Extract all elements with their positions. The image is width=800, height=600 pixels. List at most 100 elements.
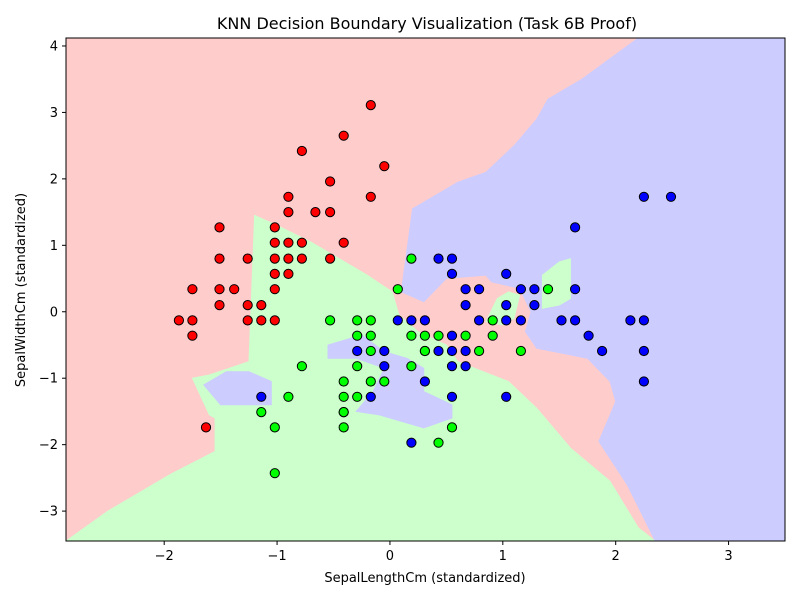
red-point-27 <box>269 284 280 295</box>
y-axis-label: SepalWidthCm (standardized) <box>14 193 29 387</box>
red-point-31 <box>173 315 184 326</box>
green-point-4 <box>365 315 376 326</box>
red-point-28 <box>214 300 225 311</box>
blue-point-4 <box>446 253 458 264</box>
green-point-33 <box>446 422 458 433</box>
green-point-2 <box>325 315 336 326</box>
x-tick-label: 2 <box>612 549 620 564</box>
x-tick-label: −2 <box>155 549 174 564</box>
y-tick-label: −3 <box>39 505 58 520</box>
green-point-23 <box>365 376 376 387</box>
red-point-10 <box>269 222 280 233</box>
green-point-14 <box>365 345 376 357</box>
red-point-3 <box>296 145 307 157</box>
red-point-17 <box>242 253 253 264</box>
red-point-9 <box>325 207 336 218</box>
y-tick-label: 3 <box>50 106 58 121</box>
blue-point-16 <box>406 315 417 326</box>
y-tick-label: 1 <box>50 239 58 254</box>
blue-point-19 <box>501 315 512 326</box>
red-point-13 <box>283 237 294 248</box>
blue-point-18 <box>474 315 485 326</box>
green-point-21 <box>406 361 417 372</box>
blue-point-2 <box>570 222 581 233</box>
green-point-26 <box>352 391 363 402</box>
chart-title: KNN Decision Boundary Visualization (Tas… <box>217 14 637 33</box>
red-point-0 <box>365 100 376 111</box>
blue-point-23 <box>625 315 636 326</box>
blue-point-42 <box>501 391 512 402</box>
green-region-4 <box>541 258 571 309</box>
blue-point-10 <box>529 284 540 295</box>
red-point-11 <box>214 222 225 233</box>
green-region-0 <box>66 214 656 541</box>
red-point-18 <box>269 253 280 264</box>
x-axis-ticks: −2 −1 0 1 2 3 <box>155 541 733 564</box>
red-point-24 <box>187 284 198 295</box>
blue-point-26 <box>583 330 594 341</box>
blue-region-1 <box>400 38 785 541</box>
blue-point-41 <box>446 391 458 402</box>
blue-region-2 <box>327 334 453 429</box>
green-point-0 <box>406 253 417 264</box>
red-point-16 <box>214 253 225 264</box>
red-point-15 <box>338 237 349 248</box>
blue-point-17 <box>419 315 430 326</box>
blue-point-38 <box>638 376 650 387</box>
blue-point-21 <box>556 315 567 326</box>
blue-point-8 <box>474 284 485 295</box>
red-point-8 <box>310 207 321 218</box>
red-point-21 <box>325 253 336 264</box>
plot-area <box>66 38 785 541</box>
green-point-11 <box>406 330 417 341</box>
blue-point-28 <box>379 345 390 357</box>
red-point-19 <box>283 253 294 264</box>
blue-point-15 <box>392 315 403 326</box>
blue-point-20 <box>515 315 527 326</box>
blue-point-7 <box>460 284 471 295</box>
data-points <box>173 100 677 479</box>
green-point-10 <box>365 330 376 341</box>
red-point-20 <box>296 253 307 264</box>
blue-point-22 <box>570 315 581 326</box>
y-tick-label: 4 <box>50 39 58 54</box>
red-point-6 <box>283 191 294 202</box>
decision-regions <box>66 38 785 541</box>
red-point-25 <box>214 284 225 295</box>
blue-point-30 <box>446 345 458 357</box>
y-axis-ticks: −3 −2 −1 0 1 2 3 4 <box>39 39 66 520</box>
y-tick-label: 0 <box>50 305 58 320</box>
green-point-19 <box>296 361 307 372</box>
blue-point-9 <box>515 284 527 295</box>
green-point-3 <box>352 315 363 326</box>
blue-point-0 <box>638 191 650 202</box>
green-point-24 <box>379 376 390 387</box>
blue-point-5 <box>446 268 458 279</box>
blue-point-14 <box>529 300 540 311</box>
green-point-16 <box>419 345 430 357</box>
green-point-6 <box>433 330 444 341</box>
red-point-1 <box>338 130 349 141</box>
blue-point-35 <box>446 361 458 372</box>
blue-point-29 <box>433 345 444 357</box>
blue-point-1 <box>665 191 677 202</box>
x-tick-label: 0 <box>386 549 394 564</box>
red-point-26 <box>229 284 240 295</box>
green-point-25 <box>338 391 349 402</box>
green-point-7 <box>460 330 471 341</box>
blue-region-3 <box>203 371 272 406</box>
x-axis-label: SepalLengthCm (standardized) <box>324 571 525 586</box>
red-point-23 <box>283 268 294 279</box>
y-tick-label: −1 <box>39 372 58 387</box>
blue-point-31 <box>460 345 471 357</box>
red-point-36 <box>187 330 198 341</box>
red-point-29 <box>242 300 253 311</box>
blue-point-39 <box>256 391 267 402</box>
green-point-32 <box>338 422 349 433</box>
blue-point-27 <box>352 345 363 357</box>
x-tick-label: 1 <box>499 549 507 564</box>
green-point-12 <box>542 284 554 295</box>
green-point-20 <box>352 361 363 372</box>
green-point-17 <box>474 345 485 357</box>
